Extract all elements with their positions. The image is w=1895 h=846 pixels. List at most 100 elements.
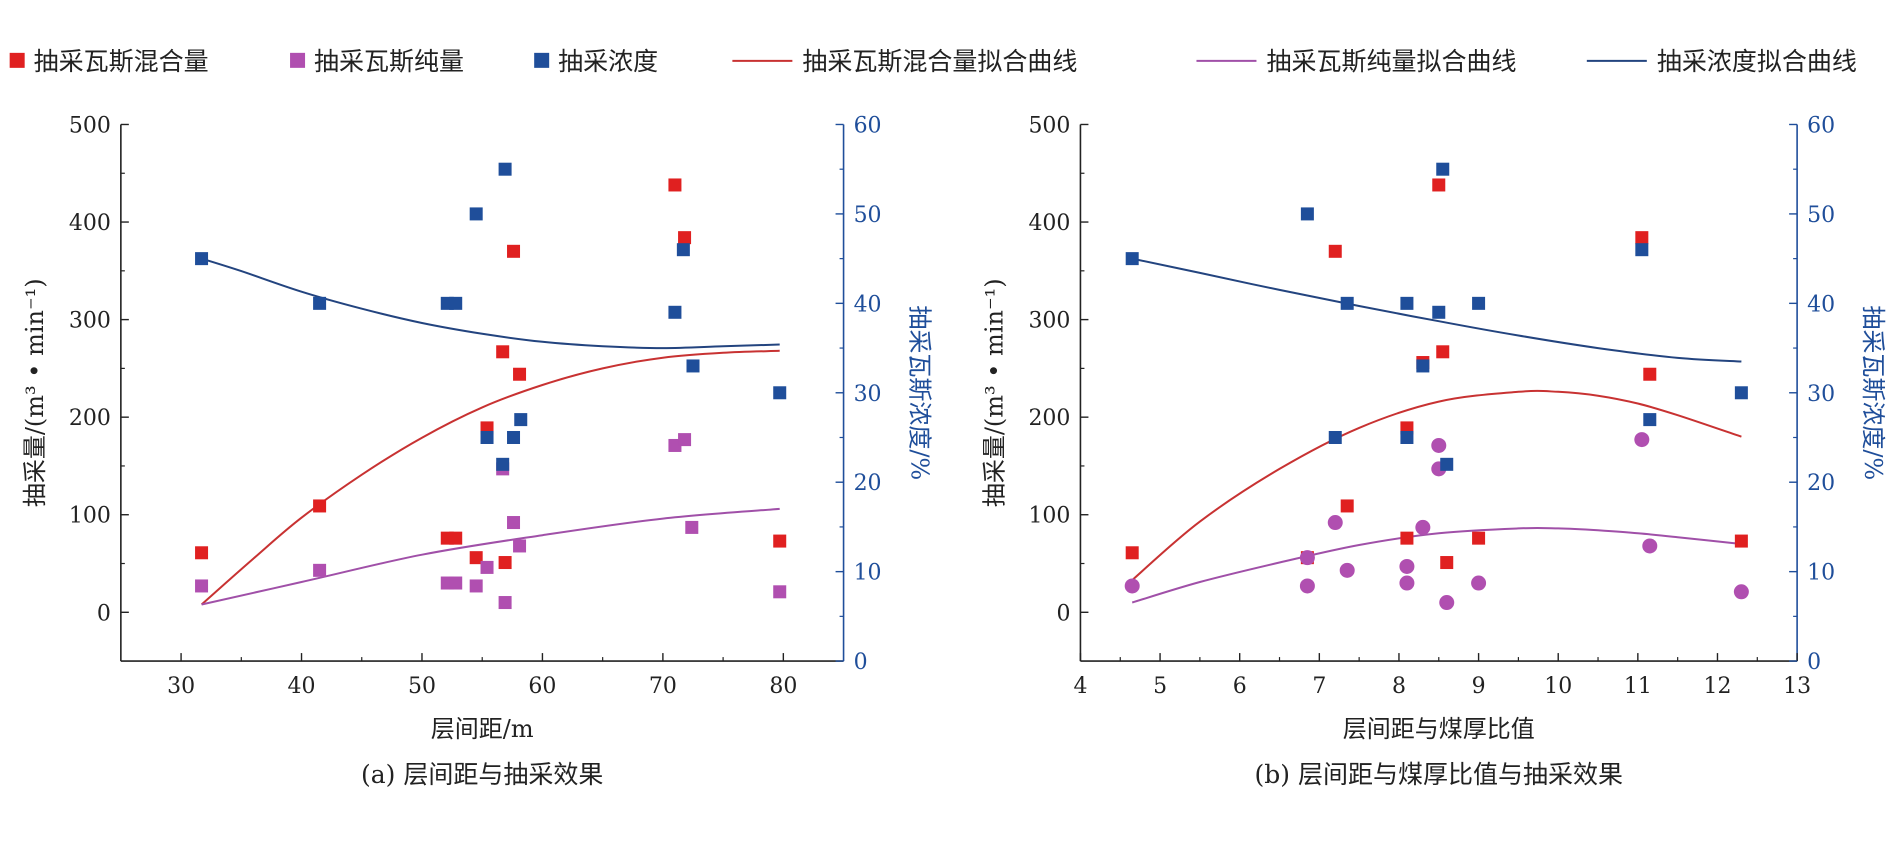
data-point — [1328, 244, 1342, 258]
data-point — [1643, 413, 1657, 427]
data-point — [1635, 243, 1649, 257]
data-point — [469, 551, 483, 565]
data-point — [1642, 538, 1658, 554]
x-tick-label: 9 — [1472, 674, 1486, 699]
y2-tick-label: 20 — [1807, 471, 1835, 496]
legend-label: 抽采浓度 — [558, 47, 658, 76]
data-point — [313, 563, 327, 577]
data-point — [1125, 252, 1139, 266]
y-tick-label: 400 — [1028, 211, 1070, 236]
y-tick-label: 100 — [1028, 504, 1070, 529]
data-point — [449, 296, 463, 310]
x-tick-label: 40 — [288, 674, 316, 699]
y2-tick-label: 40 — [1807, 292, 1835, 317]
x-tick-label: 8 — [1392, 674, 1406, 699]
data-point — [480, 560, 494, 574]
data-point — [513, 367, 527, 381]
data-point — [469, 579, 483, 593]
data-point — [773, 585, 787, 599]
x-tick-label: 70 — [649, 674, 677, 699]
x-tick-label: 7 — [1312, 674, 1326, 699]
fit-curve — [1131, 389, 1742, 581]
y2-tick-label: 10 — [854, 561, 882, 586]
fit-curve — [201, 257, 780, 350]
data-point — [1400, 296, 1414, 310]
data-point — [1300, 207, 1314, 221]
data-point — [514, 413, 528, 427]
y-tick-label: 400 — [69, 211, 111, 236]
x-tick-label: 5 — [1153, 674, 1167, 699]
data-point — [1327, 515, 1343, 531]
data-point — [1436, 162, 1450, 176]
data-point — [773, 386, 787, 400]
y-tick-label: 200 — [1028, 406, 1070, 431]
y-tick-label: 0 — [97, 601, 111, 626]
y-tick-label: 500 — [1028, 113, 1070, 138]
y-axis-label: 抽采量/(m³ • min⁻¹) — [21, 278, 49, 507]
data-point — [496, 345, 510, 359]
data-point — [1400, 430, 1414, 444]
y2-tick-label: 0 — [1807, 650, 1821, 675]
data-point — [469, 207, 483, 221]
data-point — [313, 296, 327, 310]
data-point — [1439, 595, 1455, 611]
data-point — [1432, 305, 1446, 319]
data-point — [1432, 178, 1446, 192]
x-tick-label: 11 — [1624, 674, 1652, 699]
x-tick-label: 12 — [1703, 674, 1731, 699]
y2-tick-label: 0 — [854, 650, 868, 675]
data-point — [1440, 556, 1454, 570]
y2-tick-label: 10 — [1807, 561, 1835, 586]
data-point — [480, 430, 494, 444]
data-point — [513, 539, 527, 553]
data-point — [1634, 432, 1650, 448]
data-point — [773, 534, 787, 548]
x-tick-label: 30 — [167, 674, 195, 699]
fit-curve — [201, 507, 780, 606]
legend-label: 抽采瓦斯混合量拟合曲线 — [802, 47, 1077, 76]
data-point — [1415, 519, 1431, 535]
data-point — [313, 499, 327, 513]
data-point — [498, 162, 512, 176]
legend-label: 抽采瓦斯混合量 — [34, 47, 209, 76]
data-point — [1471, 575, 1487, 591]
data-point — [1431, 437, 1447, 453]
chart-caption: (b) 层间距与煤厚比值与抽采效果 — [1255, 760, 1623, 789]
data-point — [1436, 345, 1450, 359]
data-point — [449, 576, 463, 590]
data-point — [1733, 584, 1749, 600]
data-point — [1472, 531, 1486, 545]
data-point — [195, 579, 209, 593]
data-point — [678, 231, 692, 245]
x-tick-label: 50 — [408, 674, 436, 699]
legend-marker — [9, 52, 25, 68]
data-point — [1734, 386, 1748, 400]
y2-tick-label: 30 — [854, 382, 882, 407]
legend-label: 抽采瓦斯纯量拟合曲线 — [1266, 47, 1516, 76]
data-point — [507, 430, 521, 444]
legend-label: 抽采浓度拟合曲线 — [1657, 47, 1857, 76]
x-tick-label: 80 — [769, 674, 797, 699]
y2-tick-label: 20 — [854, 471, 882, 496]
y2-tick-label: 50 — [854, 203, 882, 228]
y-tick-label: 0 — [1056, 601, 1070, 626]
data-point — [1635, 231, 1649, 245]
y-tick-label: 300 — [69, 309, 111, 334]
y2-tick-label: 50 — [1807, 203, 1835, 228]
data-point — [1400, 531, 1414, 545]
data-point — [678, 433, 692, 447]
chart-a: 30 40 50 60 70 80 0 100 200 300 400 500 0 10 20 30 40 50 6… — [21, 113, 934, 789]
data-point — [685, 520, 699, 534]
x-axis-label: 层间距/m — [431, 715, 534, 743]
x-tick-label: 4 — [1073, 674, 1087, 699]
chart-caption: (a) 层间距与抽采效果 — [361, 760, 603, 789]
y-axis-label: 抽采量/(m³ • min⁻¹) — [980, 278, 1008, 507]
data-point — [1399, 575, 1415, 591]
data-point — [195, 546, 209, 560]
data-point — [496, 457, 510, 471]
x-tick-label: 10 — [1544, 674, 1572, 699]
y-tick-label: 200 — [69, 406, 111, 431]
data-point — [1440, 457, 1454, 471]
data-point — [1416, 359, 1430, 373]
